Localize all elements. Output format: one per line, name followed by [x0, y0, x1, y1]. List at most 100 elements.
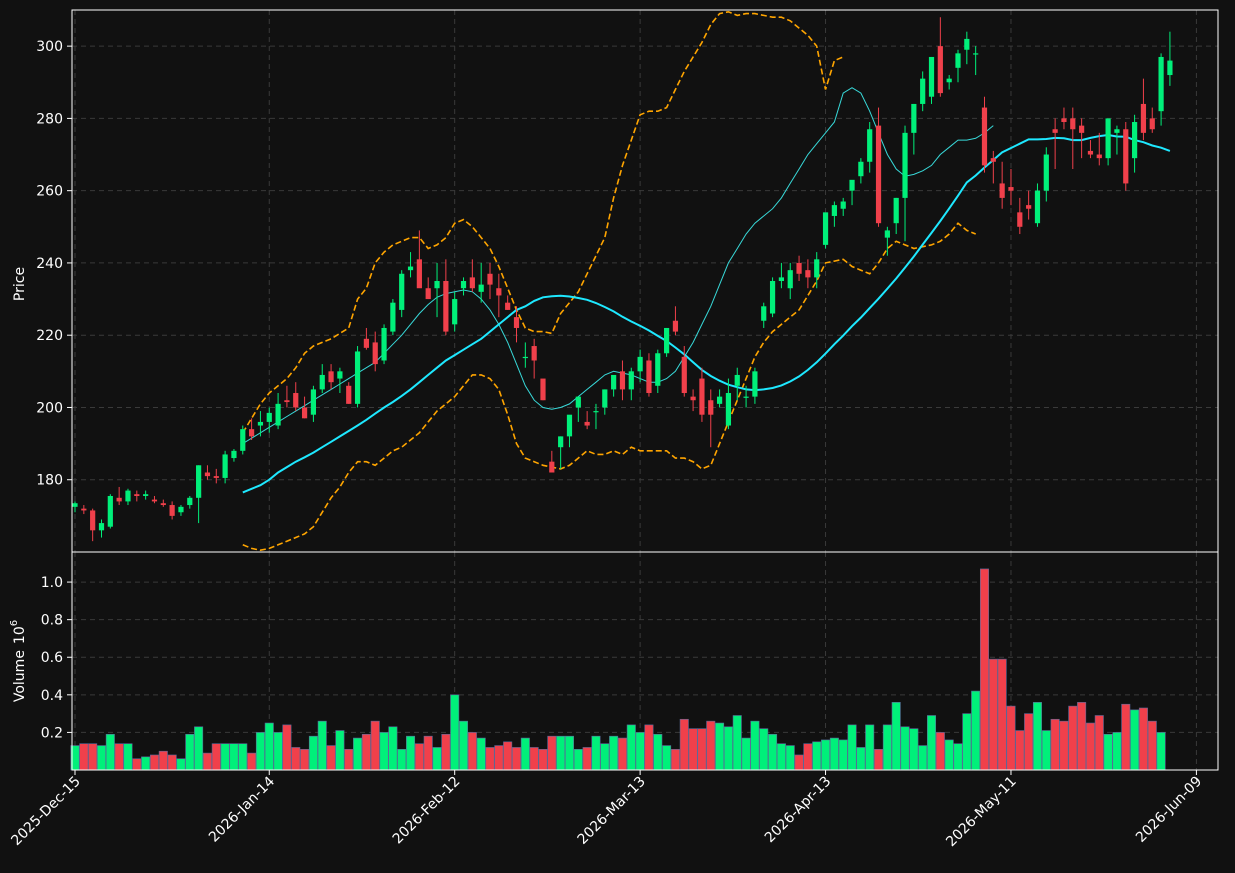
volume-bar: [370, 720, 380, 771]
candle-down: [1079, 125, 1085, 133]
volume-bar: [202, 752, 212, 771]
candle-up: [1167, 60, 1173, 76]
volume-bar: [194, 726, 204, 771]
candle-down: [443, 281, 449, 332]
volume-bar: [715, 722, 725, 771]
candle-down: [690, 396, 696, 401]
volume-bar: [891, 702, 901, 771]
candle-up: [928, 56, 935, 97]
volume-bar: [511, 747, 521, 771]
volume-bar: [185, 733, 195, 771]
candle-up: [849, 179, 855, 191]
candle-up: [769, 281, 776, 314]
moving-averages: [242, 87, 1171, 494]
volume-bar: [988, 658, 998, 771]
candle-up: [452, 299, 458, 325]
candle-up: [240, 429, 246, 451]
volume-bar: [812, 741, 822, 771]
candle-up: [655, 353, 661, 386]
volume-bar: [609, 735, 619, 771]
price-tick-label: 180: [36, 473, 63, 489]
candle-down: [284, 400, 290, 403]
candle-down: [1017, 212, 1023, 227]
candle-up: [1114, 129, 1120, 133]
volume-bar: [467, 732, 477, 771]
candle-up: [858, 161, 864, 177]
volume-panel: 0.2 0.4 0.6 0.8 1.0 Volume 106: [9, 551, 1219, 771]
volume-tick-label: 0.8: [41, 613, 63, 629]
volume-bar: [732, 715, 742, 771]
volume-bar: [529, 747, 539, 771]
candle-down: [540, 378, 546, 401]
price-y-label: Price: [12, 267, 28, 301]
price-panel: 180 200 220 240 260 280 300 Price: [12, 9, 1219, 553]
volume-bar: [1050, 718, 1060, 771]
candle-up: [787, 270, 793, 289]
candle-down: [1070, 118, 1076, 130]
candle-down: [372, 342, 378, 365]
volume-bar: [662, 745, 672, 771]
volume-bar: [944, 739, 954, 771]
volume-bar: [741, 737, 751, 771]
volume-bar: [414, 743, 424, 771]
volume-bar: [1130, 709, 1140, 771]
volume-bar: [317, 720, 327, 771]
volume-bar: [653, 733, 663, 771]
candle-down: [134, 494, 140, 496]
candle-up: [275, 403, 281, 426]
candle-up: [178, 506, 184, 513]
volume-bar: [1041, 730, 1051, 771]
candle-down: [293, 393, 299, 408]
candle-up: [893, 197, 899, 224]
volume-bar: [979, 568, 989, 771]
candle-up: [911, 103, 917, 133]
volume-bar: [556, 735, 566, 771]
candle-up: [955, 53, 961, 68]
candle-up: [390, 302, 396, 332]
candle-up: [1034, 190, 1041, 224]
candle-up: [920, 78, 926, 104]
volume-bar: [626, 724, 636, 771]
candle-up: [946, 78, 952, 83]
volume-bar: [282, 724, 292, 771]
candle-down: [1140, 103, 1147, 133]
candle-down: [619, 371, 626, 390]
candle-down: [1087, 150, 1094, 155]
volume-bar: [591, 735, 601, 771]
candle-up: [319, 374, 325, 390]
volume-bar: [829, 737, 839, 771]
volume-bar: [335, 730, 345, 771]
volume-bar: [971, 690, 981, 771]
upper-band-line: [242, 10, 844, 434]
volume-bar: [476, 737, 486, 771]
fast-ma-line: [242, 87, 994, 445]
volume-bar: [1032, 702, 1042, 771]
volume-bar: [255, 732, 265, 771]
volume-y-label-text: Volume: [12, 650, 28, 702]
candle-up: [310, 389, 317, 415]
candle-down: [301, 407, 308, 419]
volume-bar: [1147, 720, 1157, 771]
volume-tick-label: 0.2: [41, 725, 63, 741]
volume-panel-frame: [71, 551, 1219, 771]
volume-tick-label: 0.4: [41, 688, 63, 704]
lower-band-line: [242, 222, 976, 552]
candle-up: [187, 497, 193, 506]
candle-up: [973, 53, 979, 55]
candles: [72, 17, 1173, 542]
volume-bar: [123, 743, 133, 771]
candle-down: [505, 302, 511, 310]
candle-down: [169, 505, 175, 516]
volume-bars: [70, 568, 1166, 771]
volume-bar: [1112, 732, 1122, 771]
volume-y-label-power: 6: [9, 620, 20, 626]
volume-bar: [158, 750, 168, 771]
volume-bar: [229, 743, 239, 771]
candle-down: [981, 107, 988, 166]
candle-up: [478, 284, 484, 292]
candle-up: [778, 277, 784, 281]
candle-down: [708, 400, 714, 415]
volume-bar: [874, 749, 884, 771]
volume-bar: [573, 749, 583, 771]
